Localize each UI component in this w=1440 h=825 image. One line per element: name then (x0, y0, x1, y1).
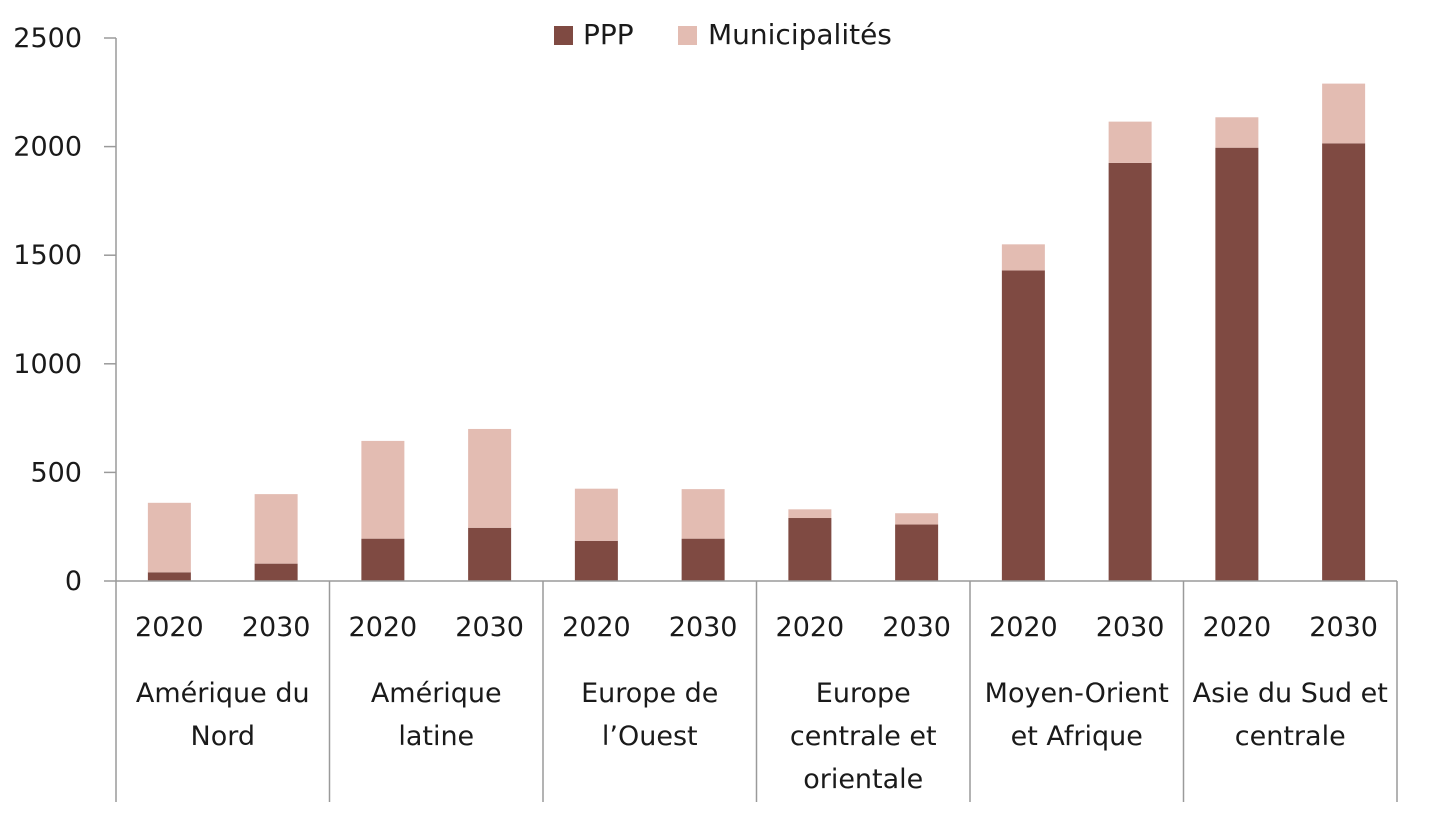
legend-label-municipalites: Municipalités (708, 18, 892, 51)
year-label: 2030 (1309, 612, 1378, 643)
legend-swatch-municipalites (678, 26, 697, 45)
bar-municipalites (1001, 244, 1045, 271)
y-tick-label: 0 (65, 566, 82, 597)
year-label: 2030 (1096, 612, 1165, 643)
bar-ppp (895, 524, 939, 581)
group-label: Amérique du (136, 678, 310, 709)
year-label: 2020 (989, 612, 1058, 643)
bar-ppp (1322, 143, 1366, 582)
bar-ppp (361, 538, 405, 581)
bar-ppp (1108, 162, 1152, 581)
year-label: 2030 (455, 612, 524, 643)
year-label: 2020 (776, 612, 845, 643)
year-label: 2020 (349, 612, 418, 643)
bar-ppp (788, 518, 832, 581)
bar-municipalites (895, 513, 939, 525)
bar-municipalites (361, 440, 405, 539)
year-label: 2030 (882, 612, 951, 643)
bar-ppp (1001, 270, 1045, 581)
year-label: 2020 (562, 612, 631, 643)
bar-ppp (681, 538, 725, 581)
year-label: 2030 (242, 612, 311, 643)
group-label: Asie du Sud et (1193, 678, 1388, 709)
x-axis: 2020 2030 Amérique du Nord 2020 2030 Amérique l… (115, 580, 1398, 802)
y-tick-label: 1500 (13, 240, 82, 271)
group-label: et Afrique (1011, 721, 1143, 752)
bar-ppp (468, 527, 512, 581)
bar-municipalites (1108, 121, 1152, 163)
y-tick-label: 1000 (13, 349, 82, 380)
bar-ppp (254, 563, 298, 581)
bar-municipalites (1322, 83, 1366, 144)
year-label: 2030 (669, 612, 738, 643)
bar-ppp (147, 572, 191, 581)
legend-swatch-ppp (554, 26, 573, 45)
bar-municipalites (468, 428, 512, 528)
y-tick-label: 2500 (13, 23, 82, 54)
bar-municipalites (147, 502, 191, 573)
y-tick-label: 2000 (13, 132, 82, 163)
bar-ppp (1215, 147, 1259, 581)
bars (147, 83, 1366, 582)
group-label: Nord (191, 721, 255, 752)
bar-ppp (574, 540, 618, 581)
group-label: Amérique (371, 678, 502, 709)
legend: PPP Municipalités (554, 18, 892, 51)
bar-municipalites (681, 489, 725, 539)
group-label: orientale (803, 764, 923, 795)
bar-municipalites (788, 509, 832, 519)
legend-label-ppp: PPP (583, 18, 634, 51)
group-label: centrale (1235, 721, 1346, 752)
bar-municipalites (574, 488, 618, 541)
group-label: l’Ouest (602, 721, 698, 752)
group-label: Europe (816, 678, 911, 709)
y-axis: 0 500 1000 1500 2000 2500 (13, 23, 117, 597)
group-label: Moyen-Orient (985, 678, 1169, 709)
group-label: latine (398, 721, 474, 752)
bar-municipalites (1215, 117, 1259, 148)
group-label: centrale et (790, 721, 937, 752)
year-label: 2020 (1203, 612, 1272, 643)
y-tick-label: 500 (30, 457, 82, 488)
bar-municipalites (254, 494, 298, 564)
year-label: 2020 (135, 612, 204, 643)
group-label: Europe de (581, 678, 718, 709)
